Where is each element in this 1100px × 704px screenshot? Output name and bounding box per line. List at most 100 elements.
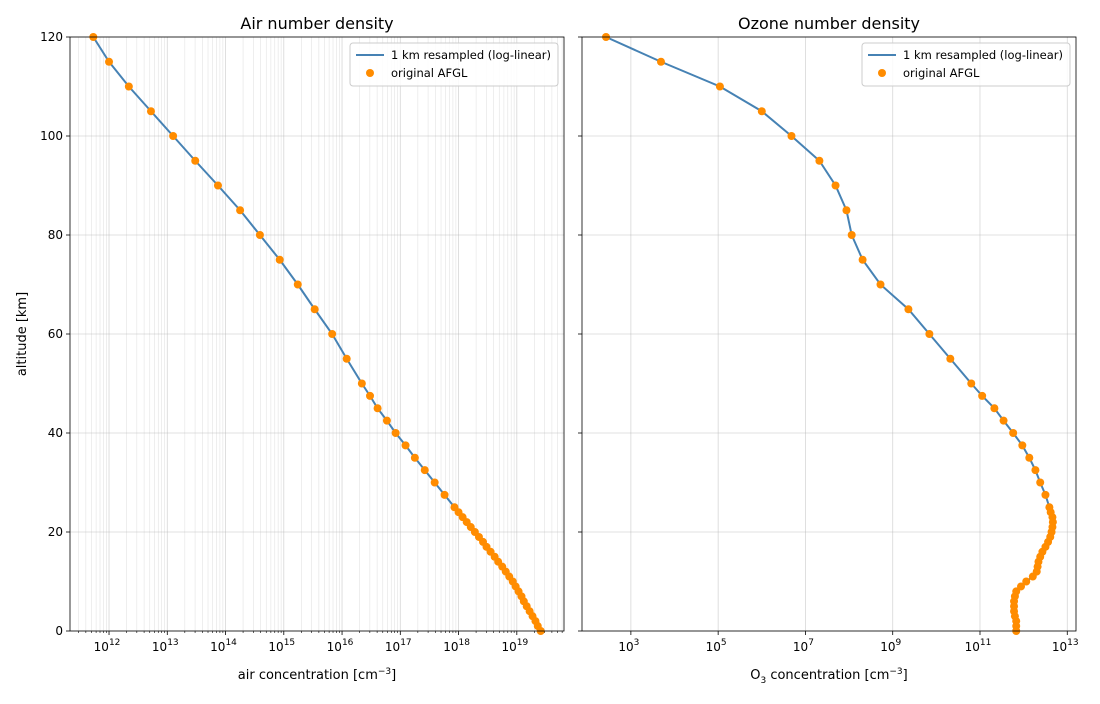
x-axis-label-part: air concentration [cm <box>238 668 378 683</box>
x-tick-label: 1013 <box>152 638 179 654</box>
x-tick-exponent: 15 <box>284 638 295 648</box>
legend: 1 km resampled (log-linear) original AFGL <box>349 42 559 87</box>
afgl-point <box>990 404 999 413</box>
afgl-point <box>1025 453 1034 462</box>
x-axis-label-part: −3 <box>378 667 391 677</box>
x-tick-base: 10 <box>268 640 283 654</box>
x-tick-exponent: 18 <box>458 638 470 648</box>
afgl-point <box>236 206 245 215</box>
afgl-point <box>342 354 351 363</box>
x-tick-base: 10 <box>94 640 109 654</box>
x-tick-label: 1016 <box>327 638 354 654</box>
x-axis-label-part: −3 <box>889 667 902 677</box>
afgl-point <box>401 441 410 450</box>
afgl-point <box>1036 478 1045 487</box>
x-tick-base: 10 <box>880 640 895 654</box>
x-tick-label: 107 <box>793 638 814 654</box>
x-tick-base: 10 <box>385 640 400 654</box>
chart-title: Air number density <box>240 14 393 33</box>
x-axis-label-part: ] <box>903 668 908 683</box>
x-tick-exponent: 5 <box>721 638 727 648</box>
x-tick-label: 105 <box>706 638 727 654</box>
x-tick-base: 10 <box>443 640 458 654</box>
afgl-point <box>656 57 665 66</box>
x-tick-base: 10 <box>327 640 342 654</box>
axes-frame <box>581 36 1077 632</box>
x-tick-exponent: 16 <box>342 638 354 648</box>
afgl-point <box>858 255 867 264</box>
x-tick-exponent: 13 <box>167 638 178 648</box>
afgl-point <box>410 453 419 462</box>
x-axis-label-part: O <box>750 668 760 683</box>
afgl-point <box>1041 490 1050 499</box>
x-tick-exponent: 9 <box>895 638 901 648</box>
legend-label: original AFGL <box>903 66 980 80</box>
x-axis-label-part: ] <box>391 668 396 683</box>
x-tick-base: 10 <box>1052 640 1067 654</box>
afgl-point <box>967 379 976 388</box>
x-tick-exponent: 17 <box>400 638 411 648</box>
x-tick-exponent: 7 <box>808 638 814 648</box>
y-tick-label: 100 <box>40 129 63 143</box>
x-tick-exponent: 12 <box>109 638 120 648</box>
afgl-point <box>310 305 319 314</box>
x-tick-label: 103 <box>618 638 639 654</box>
y-tick-label: 60 <box>48 327 63 341</box>
afgl-point <box>124 82 133 91</box>
x-tick-base: 10 <box>618 640 633 654</box>
y-tick-label: 120 <box>40 30 63 44</box>
afgl-point <box>1031 466 1040 475</box>
y-tick-label: 80 <box>48 228 63 242</box>
afgl-point <box>1017 582 1026 591</box>
afgl-point <box>1018 441 1027 450</box>
afgl-point <box>357 379 366 388</box>
afgl-point <box>925 330 934 338</box>
afgl-point <box>1045 503 1054 512</box>
x-axis-label-part: 3 <box>760 676 766 686</box>
afgl-point <box>213 181 222 190</box>
legend-label: original AFGL <box>391 66 468 80</box>
afgl-point <box>787 132 796 140</box>
x-tick-label: 1018 <box>443 638 470 654</box>
afgl-point <box>450 503 459 512</box>
afgl-point <box>1009 429 1018 437</box>
y-tick-label: 0 <box>55 624 63 638</box>
afgl-point <box>328 330 337 338</box>
x-axis-label: air concentration [cm−3] <box>238 667 396 683</box>
y-axis-label: altitude [km] <box>15 292 30 376</box>
x-tick-label: 1019 <box>501 638 528 654</box>
x-tick-label: 1017 <box>385 638 412 654</box>
x-tick-exponent: 19 <box>517 638 529 648</box>
legend: 1 km resampled (log-linear) original AFGL <box>861 42 1071 87</box>
afgl-point <box>105 57 114 66</box>
afgl-point <box>978 391 987 400</box>
afgl-point <box>904 305 913 314</box>
afgl-point <box>255 231 264 239</box>
afgl-point <box>757 107 766 116</box>
x-tick-label: 1012 <box>94 638 121 654</box>
legend-marker-swatch <box>366 69 374 77</box>
x-tick-base: 10 <box>706 640 721 654</box>
x-axis-label-part: concentration [cm <box>766 668 889 683</box>
x-tick-exponent: 3 <box>634 638 640 648</box>
afgl-point <box>420 466 429 475</box>
x-tick-base: 10 <box>210 640 225 654</box>
x-tick-label: 1013 <box>1052 638 1079 654</box>
legend-label: 1 km resampled (log-linear) <box>903 48 1063 62</box>
legend-label: 1 km resampled (log-linear) <box>391 48 551 62</box>
afgl-point <box>715 82 724 91</box>
y-tick-label: 20 <box>48 525 63 539</box>
afgl-point <box>293 280 302 289</box>
afgl-point <box>876 280 885 289</box>
afgl-point <box>382 416 391 425</box>
x-tick-label: 1015 <box>268 638 295 654</box>
afgl-point <box>146 107 155 116</box>
y-tick-label: 40 <box>48 426 63 440</box>
x-axis-label: O3 concentration [cm−3] <box>750 667 908 686</box>
x-tick-exponent: 13 <box>1067 638 1078 648</box>
afgl-point <box>999 416 1008 425</box>
afgl-point <box>1022 577 1031 586</box>
afgl-point <box>847 231 856 239</box>
